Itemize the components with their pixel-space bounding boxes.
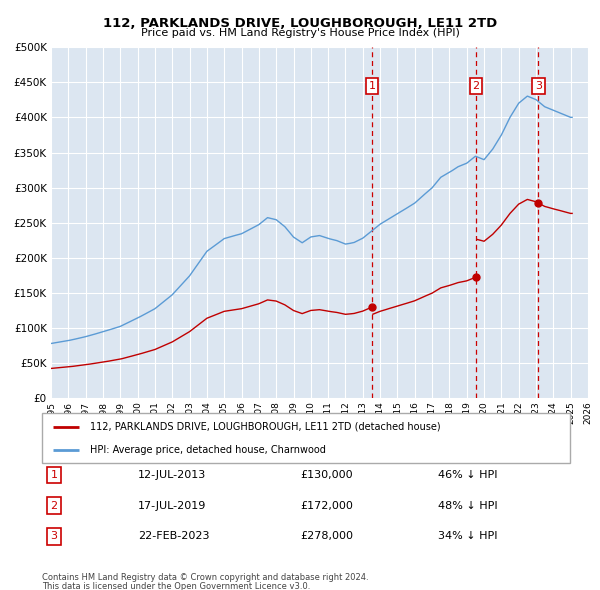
Text: Contains HM Land Registry data © Crown copyright and database right 2024.: Contains HM Land Registry data © Crown c… [42, 573, 368, 582]
Text: 12-JUL-2013: 12-JUL-2013 [138, 470, 206, 480]
Text: Price paid vs. HM Land Registry's House Price Index (HPI): Price paid vs. HM Land Registry's House … [140, 28, 460, 38]
Text: 2: 2 [50, 501, 58, 510]
Text: HPI: Average price, detached house, Charnwood: HPI: Average price, detached house, Char… [89, 445, 325, 455]
Text: £172,000: £172,000 [300, 501, 353, 510]
Text: 2: 2 [473, 81, 479, 91]
Text: 34% ↓ HPI: 34% ↓ HPI [438, 532, 497, 541]
Text: £130,000: £130,000 [300, 470, 353, 480]
Bar [559, 47, 588, 398]
Text: 1: 1 [50, 470, 58, 480]
Text: 112, PARKLANDS DRIVE, LOUGHBOROUGH, LE11 2TD (detached house): 112, PARKLANDS DRIVE, LOUGHBOROUGH, LE11… [89, 421, 440, 431]
Text: 48% ↓ HPI: 48% ↓ HPI [438, 501, 497, 510]
Text: 112, PARKLANDS DRIVE, LOUGHBOROUGH, LE11 2TD: 112, PARKLANDS DRIVE, LOUGHBOROUGH, LE11… [103, 17, 497, 30]
Text: £278,000: £278,000 [300, 532, 353, 541]
Text: 46% ↓ HPI: 46% ↓ HPI [438, 470, 497, 480]
Text: 3: 3 [535, 81, 542, 91]
FancyBboxPatch shape [42, 413, 570, 463]
Text: 22-FEB-2023: 22-FEB-2023 [138, 532, 209, 541]
Text: 17-JUL-2019: 17-JUL-2019 [138, 501, 206, 510]
Text: 1: 1 [368, 81, 376, 91]
Bar [372, 47, 559, 398]
Text: 3: 3 [50, 532, 58, 541]
Text: This data is licensed under the Open Government Licence v3.0.: This data is licensed under the Open Gov… [42, 582, 310, 590]
